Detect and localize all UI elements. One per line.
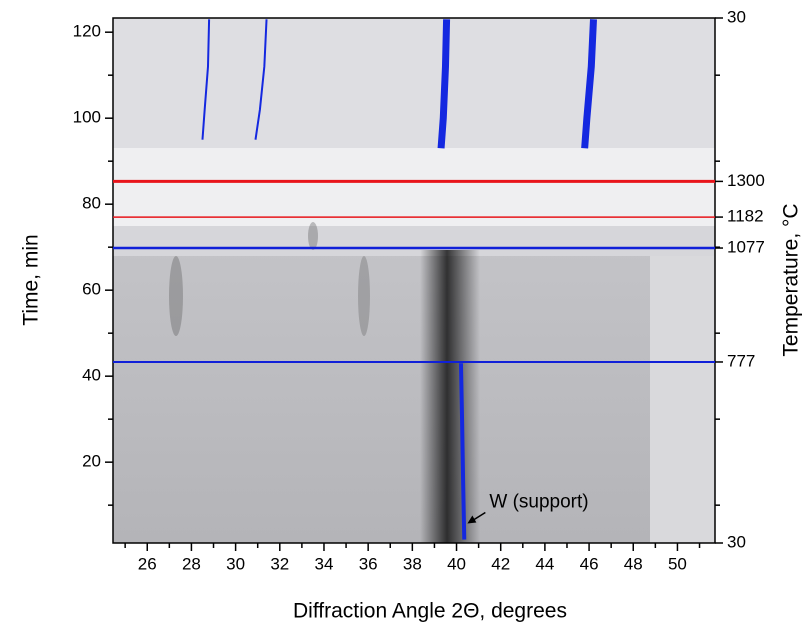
x-tick-label: 50 [668,554,687,573]
y2-tick-label: 30 [727,7,746,26]
y2-tick-label: 30 [727,532,746,551]
x-tick-label: 36 [359,554,378,573]
image-background [113,18,715,543]
y-tick-label: 40 [82,366,101,385]
x-axis-title: Diffraction Angle 2Θ, degrees [293,600,567,623]
y-tick-label: 80 [82,194,101,213]
trace [458,363,467,540]
x-tick-label: 46 [580,554,599,573]
y2-tick-label: 1077 [727,238,765,257]
y2-tick-label: 1182 [727,207,764,226]
trace [254,19,268,140]
y-tick-label: 100 [73,108,101,127]
trace [437,19,451,149]
x-tick-label: 42 [491,554,510,573]
x-tick-label: 28 [182,554,201,573]
y2-tick-label: 1300 [727,171,765,190]
y-tick-label: 20 [82,452,101,471]
trace [581,19,597,149]
y2-tick-label: 777 [727,351,755,370]
x-tick-label: 34 [315,554,334,573]
x-tick-label: 48 [624,554,643,573]
y-tick-label: 60 [82,280,101,299]
annotation-text: W (support) [489,492,588,513]
x-tick-label: 44 [535,554,554,573]
y-axis-title: Time, min [20,234,43,325]
y-tick-label: 120 [73,22,101,41]
x-tick-label: 30 [226,554,245,573]
x-tick-label: 26 [138,554,157,573]
y2-axis-title: Temperature, °C [780,203,803,356]
plot-frame [112,17,716,544]
x-tick-label: 40 [447,554,466,573]
trace [201,19,211,140]
x-tick-label: 38 [403,554,422,573]
x-tick-label: 32 [270,554,289,573]
annotation-arrowhead [467,515,477,524]
